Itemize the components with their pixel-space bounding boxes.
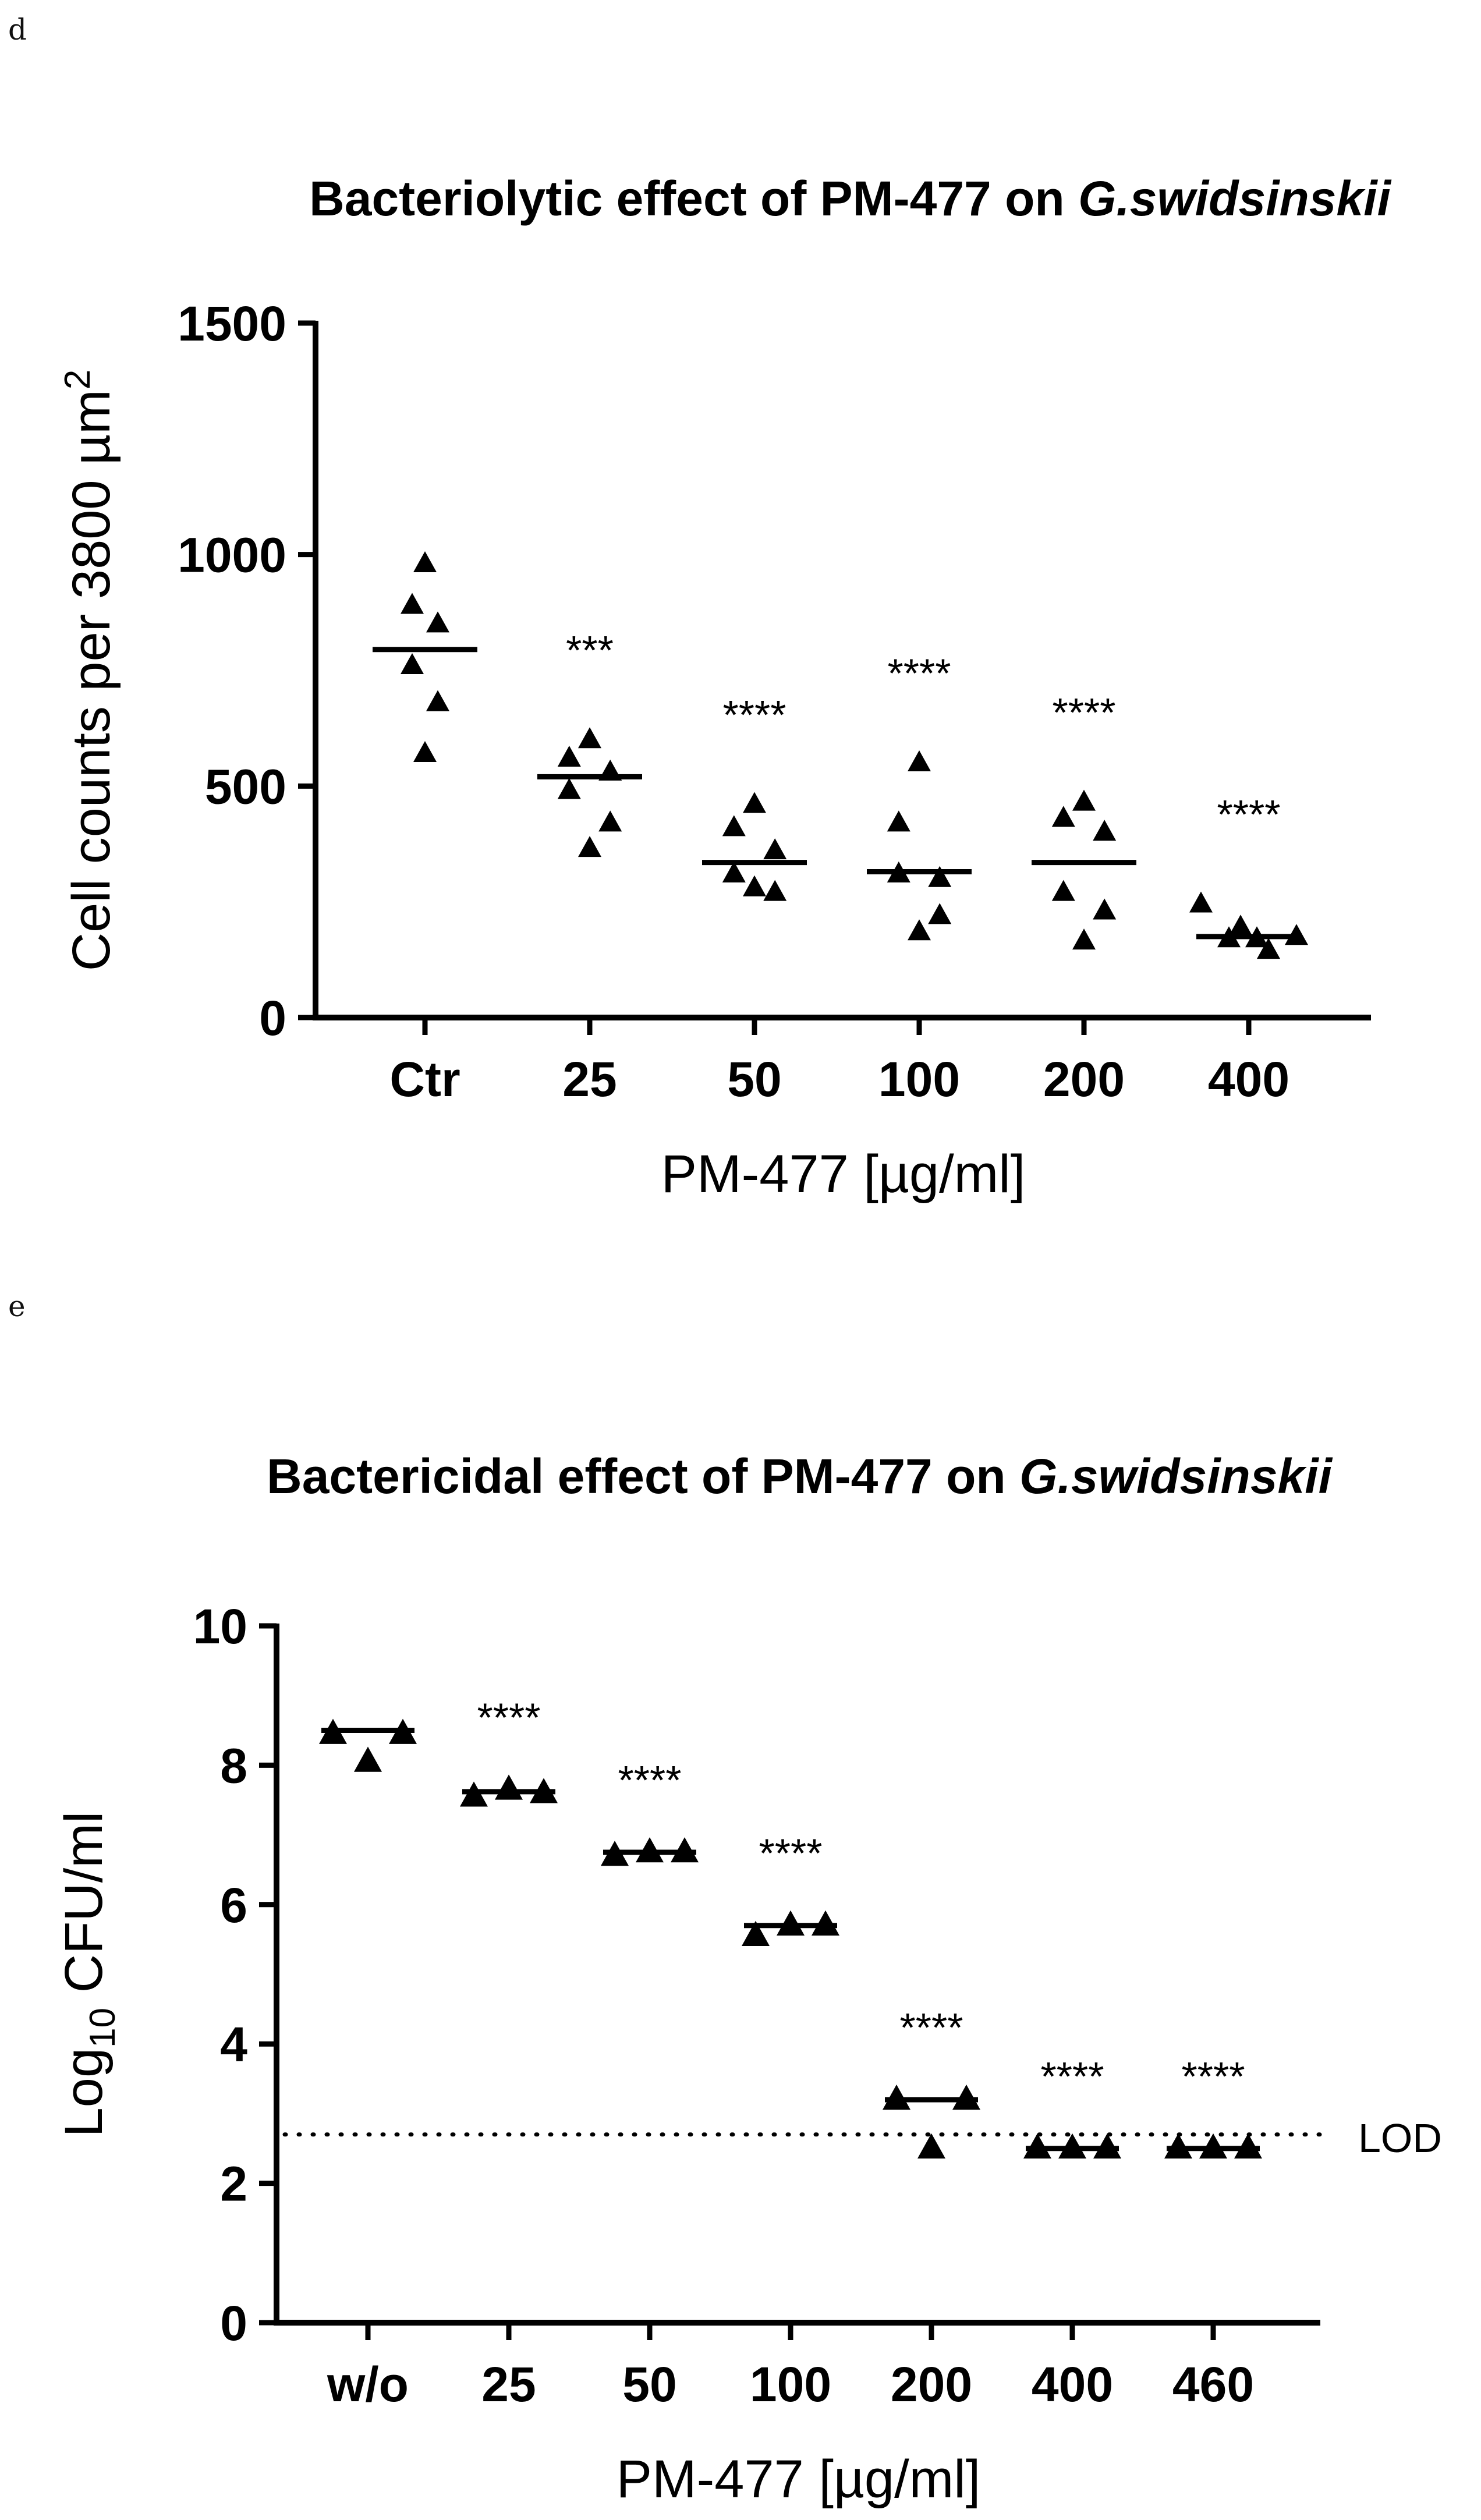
x-tick-label: Ctr bbox=[389, 1052, 460, 1107]
data-point bbox=[1051, 880, 1075, 901]
data-point bbox=[1189, 891, 1213, 913]
x-tick-label: 400 bbox=[1208, 1052, 1289, 1107]
data-point bbox=[354, 1746, 382, 1772]
panel-letter-e: e bbox=[8, 1289, 26, 1323]
y-tick-label: 0 bbox=[259, 991, 286, 1045]
chart-0: Bacteriolytic effect of PM-477 on G.swid… bbox=[58, 171, 1392, 1204]
significance-label: **** bbox=[723, 692, 786, 738]
x-tick-label: 50 bbox=[622, 2357, 676, 2412]
data-point bbox=[1072, 789, 1096, 811]
x-tick-label: 460 bbox=[1172, 2357, 1254, 2412]
y-tick-label: 4 bbox=[220, 2017, 247, 2072]
y-tick-label: 500 bbox=[205, 759, 286, 814]
y-axis-label-unit: CFU/ml bbox=[54, 1812, 114, 2008]
x-tick-label: 25 bbox=[562, 1052, 617, 1107]
data-point bbox=[917, 2133, 945, 2159]
significance-label: **** bbox=[477, 1695, 541, 1740]
data-point bbox=[763, 880, 787, 901]
data-point bbox=[413, 741, 437, 763]
y-tick-label: 10 bbox=[193, 1599, 247, 1654]
data-point bbox=[722, 861, 746, 882]
significance-label: **** bbox=[759, 1831, 823, 1876]
significance-label: **** bbox=[1041, 2054, 1104, 2099]
data-point bbox=[413, 551, 437, 572]
chart-title-species: G.swidsinskii bbox=[1019, 1449, 1333, 1504]
data-point bbox=[401, 653, 424, 674]
data-point bbox=[928, 903, 952, 924]
x-tick-label: 100 bbox=[878, 1052, 960, 1107]
x-axis-label: PM-477 [µg/ml] bbox=[661, 1144, 1026, 1204]
significance-label: **** bbox=[1182, 2054, 1245, 2099]
data-point bbox=[578, 727, 601, 749]
data-point bbox=[401, 593, 424, 614]
y-tick-label: 1500 bbox=[178, 296, 286, 351]
data-point bbox=[426, 690, 449, 711]
y-tick-label: 8 bbox=[220, 1738, 247, 1793]
chart-title-species: G.swidsinskii bbox=[1078, 171, 1392, 226]
x-tick-label: w/o bbox=[327, 2357, 409, 2412]
data-point bbox=[742, 1920, 770, 1946]
data-point bbox=[598, 810, 622, 832]
x-tick-label: 50 bbox=[727, 1052, 781, 1107]
data-point bbox=[1051, 806, 1075, 827]
data-point bbox=[928, 866, 952, 887]
significance-label: **** bbox=[1217, 792, 1281, 837]
y-axis-label-superscript: 2 bbox=[58, 370, 98, 389]
significance-label: *** bbox=[566, 628, 614, 673]
y-axis-label-text: Cell counts per 3800 µm bbox=[62, 389, 121, 971]
data-point bbox=[722, 815, 746, 837]
significance-label: **** bbox=[888, 651, 951, 696]
data-point bbox=[1093, 898, 1117, 920]
x-axis-label: PM-477 [µg/ml] bbox=[617, 2450, 981, 2509]
data-point bbox=[557, 778, 581, 799]
x-tick-label: 100 bbox=[750, 2357, 831, 2412]
data-point bbox=[557, 746, 581, 767]
data-point bbox=[426, 611, 449, 633]
x-tick-label: 400 bbox=[1032, 2357, 1113, 2412]
x-tick-label: 200 bbox=[1043, 1052, 1125, 1107]
y-axis-label: Cell counts per 3800 µm2 bbox=[58, 370, 121, 972]
y-axis-label-text: Log bbox=[54, 2048, 114, 2138]
significance-label: **** bbox=[618, 1757, 682, 1803]
y-tick-label: 2 bbox=[220, 2157, 247, 2211]
data-point bbox=[1072, 928, 1096, 950]
x-tick-label: 200 bbox=[891, 2357, 972, 2412]
y-tick-label: 1000 bbox=[178, 528, 286, 583]
x-tick-label: 25 bbox=[481, 2357, 536, 2412]
data-point bbox=[908, 750, 931, 771]
lod-label: LOD bbox=[1358, 2115, 1442, 2161]
data-point bbox=[495, 1774, 523, 1800]
panel-letter-d: d bbox=[8, 13, 27, 47]
data-point bbox=[887, 810, 910, 832]
chart-title-text: Bacteriolytic effect of PM-477 on bbox=[309, 171, 1078, 226]
data-point bbox=[1257, 938, 1280, 959]
data-point bbox=[743, 792, 766, 813]
chart-title-text: Bactericidal effect of PM-477 on bbox=[267, 1449, 1019, 1504]
data-point bbox=[1093, 820, 1117, 841]
data-point bbox=[763, 838, 787, 860]
y-axis-label-subscript: 10 bbox=[83, 2008, 123, 2048]
chart-title: Bactericidal effect of PM-477 on G.swids… bbox=[267, 1449, 1333, 1504]
significance-label: **** bbox=[900, 2005, 963, 2050]
data-point bbox=[908, 919, 931, 941]
y-tick-label: 6 bbox=[220, 1878, 247, 1933]
data-point bbox=[578, 836, 601, 857]
y-axis-label: Log10 CFU/ml bbox=[54, 1812, 123, 2138]
significance-label: **** bbox=[1053, 690, 1116, 735]
data-point bbox=[743, 875, 766, 896]
chart-title: Bacteriolytic effect of PM-477 on G.swid… bbox=[309, 171, 1392, 226]
y-tick-label: 0 bbox=[220, 2296, 247, 2351]
data-point bbox=[1229, 915, 1252, 936]
chart-1: Bactericidal effect of PM-477 on G.swids… bbox=[54, 1449, 1442, 2509]
